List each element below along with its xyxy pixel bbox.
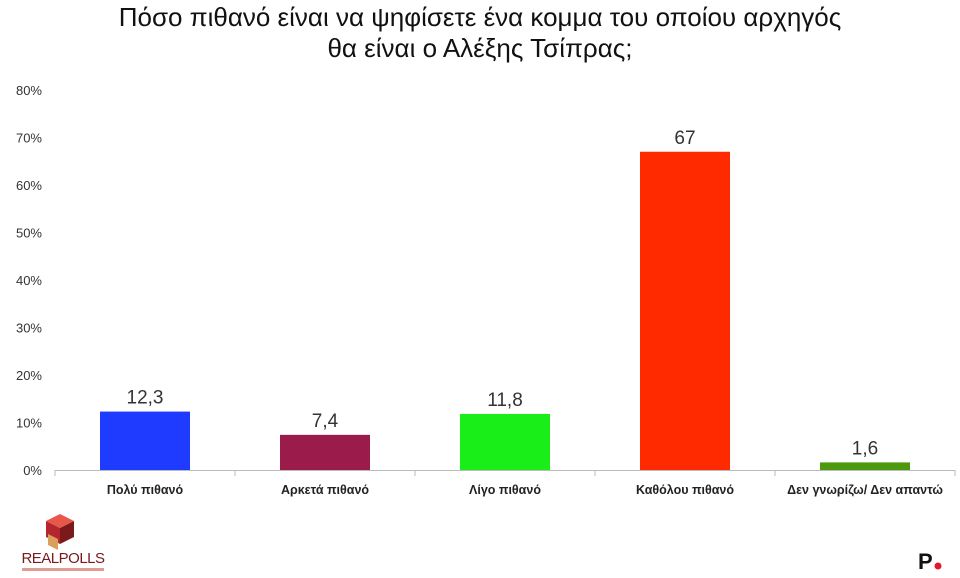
category-labels-group: Πολύ πιθανό Αρκετά πιθανό Λίγο πιθανό Καθόλ… [107, 483, 943, 497]
y-tick-label: 0% [23, 463, 42, 478]
bar [460, 413, 550, 470]
bars-group [100, 151, 910, 470]
data-label: 67 [674, 128, 695, 149]
p-logo-icon: P [918, 549, 942, 574]
chart-title-line-1: Πόσο πιθανό είναι να ψηφίσετε ένα κομμα … [118, 2, 842, 32]
category-label: Πολύ πιθανό [107, 483, 184, 497]
realpolls-logo: REALPOLLS [18, 512, 108, 572]
bar [640, 151, 730, 470]
chart-title: Πόσο πιθανό είναι να ψηφίσετε ένα κομμα … [0, 2, 960, 64]
bar [100, 411, 190, 470]
bar [820, 462, 910, 470]
data-labels-group: 12,3 7,4 11,8 67 1,6 [127, 128, 879, 460]
y-tick-label: 50% [16, 226, 42, 241]
data-label: 12,3 [127, 388, 164, 409]
category-label: Δεν γνωρίζω/ Δεν απαντώ [787, 483, 943, 497]
realpolls-logo-text: REALPOLLS [21, 550, 105, 567]
y-tick-label: 80% [16, 83, 42, 98]
category-label: Αρκετά πιθανό [281, 483, 369, 497]
svg-text:P: P [918, 549, 933, 574]
chart-title-line-2: θα είναι ο Αλέξης Τσίπρας; [327, 33, 633, 63]
data-label: 1,6 [852, 438, 878, 459]
data-label: 7,4 [312, 411, 339, 432]
y-tick-label: 40% [16, 273, 42, 288]
y-tick-label: 10% [16, 416, 42, 431]
x-axis-tick-marks [54, 470, 956, 476]
y-tick-label: 70% [16, 131, 42, 146]
category-label: Λίγο πιθανό [469, 483, 541, 497]
y-tick-label: 30% [16, 321, 42, 336]
y-tick-label: 20% [16, 368, 42, 383]
data-label: 11,8 [487, 390, 523, 411]
bar [280, 434, 370, 470]
realpolls-tagline-bar [22, 568, 104, 571]
category-label: Καθόλου πιθανό [636, 483, 734, 497]
y-axis-ticks: 0% 10% 20% 30% 40% 50% 60% 70% 80% [16, 83, 42, 478]
y-tick-label: 60% [16, 178, 42, 193]
realpolls-cube-icon [46, 514, 74, 550]
